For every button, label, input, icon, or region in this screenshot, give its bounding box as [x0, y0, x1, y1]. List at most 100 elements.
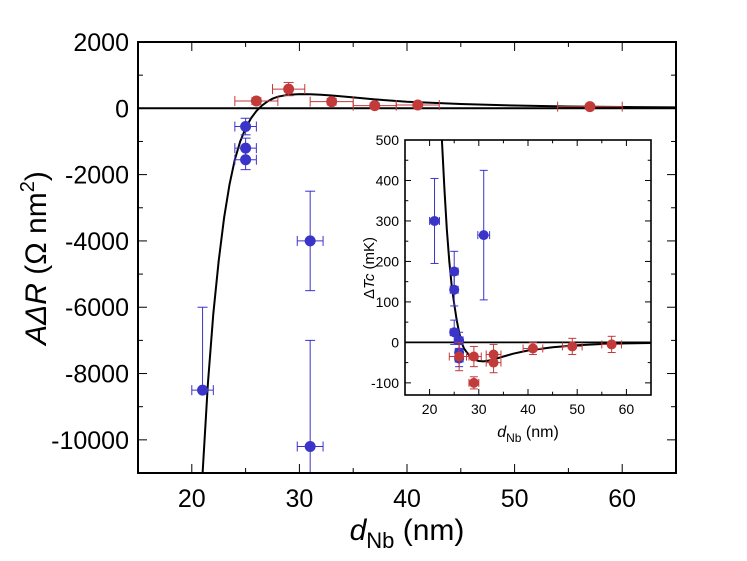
- main-red-point: [234, 95, 279, 107]
- inset-red-point: [468, 376, 480, 390]
- main-blue-marker: [304, 440, 316, 452]
- inset-frame: [404, 139, 652, 396]
- inset-y-label-text: ΔTc (mK): [361, 237, 378, 299]
- inset-x-tick-label: 40: [520, 401, 536, 417]
- main-red-point: [557, 101, 623, 113]
- main-red-marker: [369, 100, 381, 112]
- inset-red-marker: [468, 351, 479, 362]
- main-x-label-sub: Nb: [366, 528, 394, 553]
- inset-blue-marker: [429, 215, 440, 226]
- main-x-label-text: dNb (nm): [350, 514, 465, 553]
- main-y-tick-label: -2000: [65, 162, 129, 190]
- inset-red-point: [601, 335, 622, 353]
- main-y-label-var: R: [20, 283, 53, 305]
- inset-y-tick-label: 200: [376, 253, 400, 269]
- inset-red-point: [485, 352, 502, 374]
- main-red-marker: [250, 95, 262, 107]
- inset-blue-marker: [449, 327, 460, 338]
- inset-red-marker: [454, 351, 465, 362]
- inset-series-red: [448, 335, 622, 390]
- inset-plot: 20 30 40 50 60 500 400 300 200 100 0 -100: [371, 132, 652, 417]
- inset-blue-point: [477, 169, 491, 301]
- inset-red-marker: [567, 341, 578, 352]
- main-red-point: [395, 99, 440, 111]
- main-y-tick-label: -6000: [65, 294, 129, 322]
- main-blue-point: [234, 117, 257, 136]
- main-x-label-unit: (nm): [394, 514, 464, 547]
- main-blue-point: [191, 306, 214, 396]
- main-x-tick-label: 60: [608, 485, 636, 513]
- main-y-label-prefix: AΔ: [20, 305, 53, 347]
- main-blue-point: [234, 149, 257, 171]
- inset-red-marker: [468, 377, 479, 388]
- inset-x-label-var: d: [497, 424, 507, 441]
- inset-y-tick-label: 300: [376, 213, 400, 229]
- main-y-label-close: ): [20, 171, 53, 181]
- main-blue-point: [296, 190, 324, 292]
- main-red-point: [352, 100, 397, 112]
- main-y-axis-label: AΔR (Ω nm2): [17, 171, 53, 347]
- inset-y-label-var: Tc: [361, 273, 378, 289]
- main-blue-marker: [240, 142, 252, 154]
- inset-y-label-prefix: Δ: [361, 289, 378, 299]
- main-y-tick-label: 0: [115, 95, 129, 123]
- inset-red-point: [448, 341, 470, 372]
- inset-red-point: [561, 337, 583, 356]
- main-blue-marker: [197, 384, 209, 396]
- inset-red-marker: [606, 339, 617, 350]
- inset-blue-marker: [449, 284, 460, 295]
- main-blue-marker: [240, 154, 252, 166]
- main-y-label-unit: (Ω nm: [20, 192, 53, 283]
- inset-y-tick-label: -100: [371, 375, 399, 391]
- inset-blue-point: [429, 177, 440, 264]
- inset-background: [405, 140, 651, 395]
- main-red-point: [272, 81, 306, 97]
- main-x-tick-label: 50: [501, 485, 529, 513]
- main-series-red: [234, 81, 623, 113]
- inset-y-tick-label: 100: [376, 294, 400, 310]
- main-y-tick-label: -10000: [51, 427, 129, 455]
- inset-y-axis-label: ΔTc (mK): [361, 237, 378, 299]
- main-y-tick-label: -8000: [65, 361, 129, 389]
- main-y-label-sup: 2: [17, 181, 39, 192]
- main-y-tick-label: 2000: [73, 29, 129, 57]
- inset-x-tick-label: 30: [471, 401, 487, 417]
- main-blue-marker: [304, 235, 316, 247]
- main-x-tick-label: 30: [285, 485, 313, 513]
- main-x-label-var: d: [350, 514, 368, 547]
- inset-x-tick-label: 60: [619, 401, 635, 417]
- inset-x-label-text: dNb (nm): [497, 424, 559, 445]
- main-x-tick-label: 40: [393, 485, 421, 513]
- inset-red-point: [466, 345, 482, 368]
- main-frame: [137, 41, 677, 474]
- main-series-blue: [191, 117, 324, 473]
- main-red-marker: [584, 101, 596, 113]
- main-red-marker: [412, 99, 424, 111]
- inset-x-axis-label: dNb (nm): [497, 424, 559, 445]
- inset-y-tick-label: 0: [391, 334, 399, 350]
- main-blue-point: [296, 339, 324, 473]
- main-blue-marker: [240, 121, 252, 133]
- main-fit-curve: [201, 93, 676, 473]
- inset-red-marker: [527, 343, 538, 354]
- inset-y-label-unit: (mK): [361, 237, 378, 274]
- inset-x-label-sub: Nb: [506, 431, 522, 445]
- main-y-tick-label: -4000: [65, 228, 129, 256]
- main-y-label-text: AΔR (Ω nm2): [17, 171, 53, 347]
- main-red-marker: [326, 96, 338, 108]
- inset-x-label-unit: (nm): [521, 424, 558, 441]
- main-x-axis-label: dNb (nm): [350, 514, 465, 553]
- inset-x-tick-label: 50: [569, 401, 585, 417]
- inset-blue-marker: [478, 230, 489, 241]
- inset-data-layer: [429, 140, 651, 390]
- main-data-layer: [191, 81, 676, 473]
- main-red-marker: [283, 83, 295, 95]
- inset-blue-point: [449, 273, 460, 307]
- inset-red-marker: [488, 357, 499, 368]
- inset-red-point: [522, 341, 544, 356]
- main-x-tick-label: 20: [178, 485, 206, 513]
- inset-y-tick-label: 500: [376, 132, 400, 148]
- inset-y-tick-label: 400: [376, 173, 400, 189]
- inset-x-tick-label: 20: [422, 401, 438, 417]
